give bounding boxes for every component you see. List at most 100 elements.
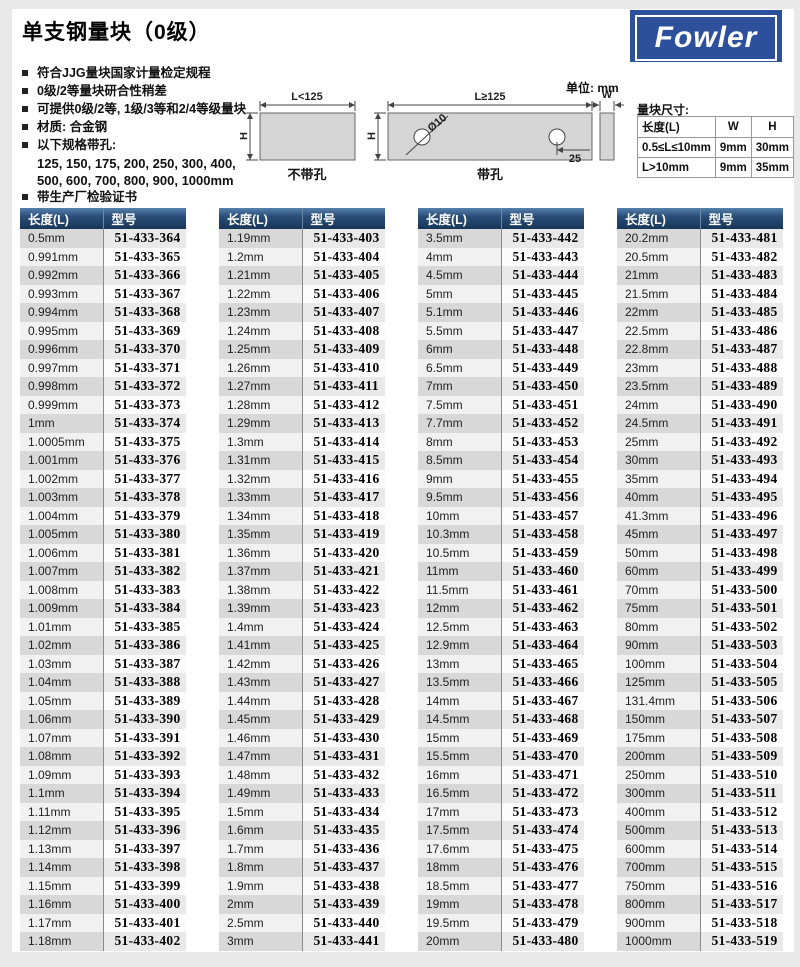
length-cell: 1.005mm — [20, 525, 104, 544]
length-cell: 1.2mm — [219, 247, 303, 266]
model-cell: 51-433-490 — [700, 395, 783, 414]
table-row: 50mm 51-433-498 — [617, 543, 783, 562]
table-row: 1.02mm 51-433-386 — [20, 636, 186, 655]
feature-item: 以下规格带孔: — [22, 138, 282, 152]
model-cell: 51-433-393 — [103, 765, 186, 784]
model-cell: 51-433-494 — [700, 469, 783, 488]
size-w-cell: 9mm — [714, 157, 752, 178]
table-row: 0.5mm 51-433-364 — [20, 229, 186, 248]
table-row: 22mm 51-433-485 — [617, 303, 783, 322]
table-row: 0.998mm 51-433-372 — [20, 377, 186, 396]
length-cell: 1mm — [20, 414, 104, 433]
feature-text: 以下规格带孔: — [37, 138, 117, 152]
spec-table-2: 长度(L) 型号 1.19mm 51-433-403 1.2mm 51-433-… — [219, 208, 385, 951]
table-row: 1.14mm 51-433-398 — [20, 858, 186, 877]
table-row: 21.5mm 51-433-484 — [617, 284, 783, 303]
length-cell: 8.5mm — [418, 451, 502, 470]
hole-circle — [413, 128, 431, 146]
table-row: 1.009mm 51-433-384 — [20, 599, 186, 618]
length-cell: 700mm — [617, 858, 701, 877]
table-row: 1.8mm 51-433-437 — [219, 858, 385, 877]
model-cell: 51-433-460 — [501, 562, 584, 581]
table-row: 0.995mm 51-433-369 — [20, 321, 186, 340]
table-row: 1.27mm 51-433-411 — [219, 377, 385, 396]
model-cell: 51-433-470 — [501, 747, 584, 766]
length-cell: 14.5mm — [418, 710, 502, 729]
table-row: 90mm 51-433-503 — [617, 636, 783, 655]
table-row: 4.5mm 51-433-444 — [418, 266, 584, 285]
model-cell: 51-433-501 — [700, 599, 783, 618]
model-cell: 51-433-513 — [700, 821, 783, 840]
length-cell: 1.29mm — [219, 414, 303, 433]
model-cell: 51-433-375 — [103, 432, 186, 451]
table-row: 750mm 51-433-516 — [617, 876, 783, 895]
block-side-face — [599, 112, 615, 161]
table-row: 250mm 51-433-510 — [617, 765, 783, 784]
table-row: 13mm 51-433-465 — [418, 654, 584, 673]
feature-text: 材质: 合金钢 — [37, 120, 108, 134]
length-cell: 1.31mm — [219, 451, 303, 470]
model-cell: 51-433-462 — [501, 599, 584, 618]
length-cell: 0.5mm — [20, 229, 104, 248]
length-cell: 12mm — [418, 599, 502, 618]
model-cell: 51-433-506 — [700, 691, 783, 710]
model-cell: 51-433-496 — [700, 506, 783, 525]
table-row: 10.5mm 51-433-459 — [418, 543, 584, 562]
table-row: 15.5mm 51-433-470 — [418, 747, 584, 766]
table-row: 2.5mm 51-433-440 — [219, 913, 385, 932]
unit-note: 单位: mm — [566, 81, 619, 95]
length-cell: 16mm — [418, 765, 502, 784]
table-header-row: 长度(L) W H — [637, 116, 795, 138]
length-cell: 5.5mm — [418, 321, 502, 340]
model-cell: 51-433-467 — [501, 691, 584, 710]
model-cell: 51-433-471 — [501, 765, 584, 784]
length-cell: 1.07mm — [20, 728, 104, 747]
table-row: 1.9mm 51-433-438 — [219, 876, 385, 895]
model-cell: 51-433-403 — [302, 229, 385, 248]
table-row: 1.11mm 51-433-395 — [20, 802, 186, 821]
model-cell: 51-433-446 — [501, 303, 584, 322]
length-cell: 1.002mm — [20, 469, 104, 488]
model-cell: 51-433-410 — [302, 358, 385, 377]
spec-table-4: 长度(L) 型号 20.2mm 51-433-481 20.5mm 51-433… — [617, 208, 783, 951]
model-cell: 51-433-442 — [501, 229, 584, 248]
length-cell: 500mm — [617, 821, 701, 840]
length-cell: 1.003mm — [20, 488, 104, 507]
table-header-row: 长度(L) 型号 — [418, 208, 584, 229]
model-cell: 51-433-477 — [501, 876, 584, 895]
model-header-cell: 型号 — [302, 208, 385, 229]
model-cell: 51-433-514 — [700, 839, 783, 858]
table-row: 14mm 51-433-467 — [418, 691, 584, 710]
length-cell: 6mm — [418, 340, 502, 359]
length-cell: 30mm — [617, 451, 701, 470]
table-row: 22.8mm 51-433-487 — [617, 340, 783, 359]
length-cell: 1000mm — [617, 932, 701, 951]
model-cell: 51-433-475 — [501, 839, 584, 858]
table-row: 900mm 51-433-518 — [617, 913, 783, 932]
model-cell: 51-433-482 — [700, 247, 783, 266]
model-cell: 51-433-395 — [103, 802, 186, 821]
table-row: 16.5mm 51-433-472 — [418, 784, 584, 803]
length-cell: 0.998mm — [20, 377, 104, 396]
model-cell: 51-433-427 — [302, 673, 385, 692]
length-cell: 1.49mm — [219, 784, 303, 803]
spec-table-3: 长度(L) 型号 3.5mm 51-433-442 4mm 51-433-443… — [418, 208, 584, 951]
length-cell: 1.36mm — [219, 543, 303, 562]
model-cell: 51-433-478 — [501, 895, 584, 914]
length-cell: 1.0005mm — [20, 432, 104, 451]
table-row: 1.0005mm 51-433-375 — [20, 432, 186, 451]
length-cell: 1.3mm — [219, 432, 303, 451]
size-range-cell: 0.5≤L≤10mm — [637, 137, 716, 158]
model-cell: 51-433-370 — [103, 340, 186, 359]
model-cell: 51-433-424 — [302, 617, 385, 636]
model-cell: 51-433-459 — [501, 543, 584, 562]
model-cell: 51-433-511 — [700, 784, 783, 803]
bullet-square-icon — [22, 70, 28, 76]
length-dim-label: L<125 — [291, 91, 323, 103]
model-cell: 51-433-405 — [302, 266, 385, 285]
model-cell: 51-433-398 — [103, 858, 186, 877]
length-cell: 18mm — [418, 858, 502, 877]
table-row: 19mm 51-433-478 — [418, 895, 584, 914]
table-row: 5.5mm 51-433-447 — [418, 321, 584, 340]
length-cell: 12.5mm — [418, 617, 502, 636]
